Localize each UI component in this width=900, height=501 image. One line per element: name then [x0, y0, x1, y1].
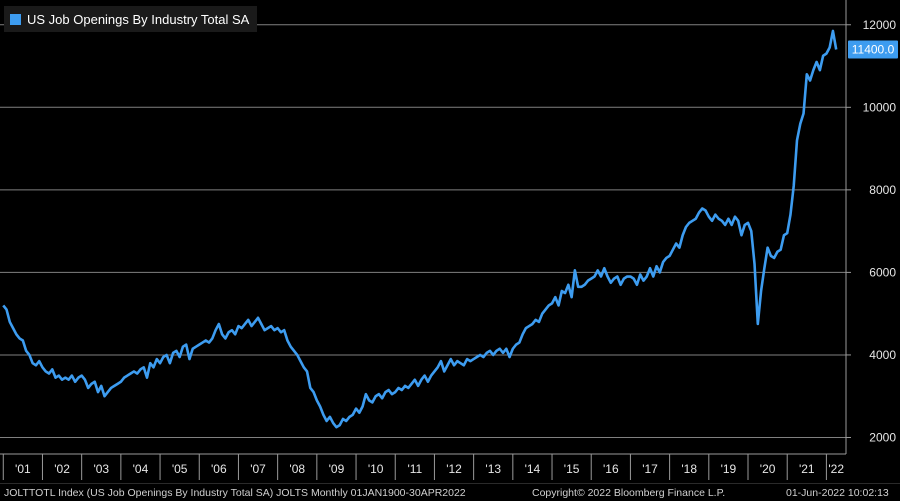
x-tick-label: '12 [446, 462, 462, 476]
x-tick-label: '11 [407, 462, 422, 476]
x-tick-label: '02 [54, 462, 70, 476]
y-tick-label: 12000 [863, 18, 897, 32]
footer-timestamp: 01-Jun-2022 10:02:13 [786, 487, 889, 499]
x-tick-label: '22 [828, 462, 844, 476]
y-tick-label: 2000 [869, 430, 896, 444]
x-tick-label: '06 [211, 462, 227, 476]
x-tick-label: '16 [603, 462, 619, 476]
y-tick-label: 10000 [863, 100, 897, 114]
plot-background [0, 0, 900, 483]
series-layer [2, 29, 838, 429]
x-axis-ticks: '01 '02 '03 '04 '05 '06 '07 '08 '09 '10 '11 '12 '13 '… [2, 454, 844, 480]
x-tick-label: '13 [485, 462, 501, 476]
y-tick-label: 6000 [869, 265, 896, 279]
x-tick-label: '14 [525, 462, 541, 476]
x-tick-label: '04 [133, 462, 149, 476]
legend-label: US Job Openings By Industry Total SA [27, 11, 250, 27]
y-tick-label: 8000 [869, 183, 896, 197]
x-tick-label: '15 [564, 462, 580, 476]
x-tick-label: '17 [642, 462, 658, 476]
x-tick-label: '08 [289, 462, 305, 476]
x-tick-label: '01 [15, 462, 31, 476]
series-line [2, 29, 838, 429]
x-tick-label: '10 [368, 462, 384, 476]
x-tick-label: '18 [681, 462, 697, 476]
footer-source-info: JOLTTOTL Index (US Job Openings By Indus… [4, 487, 466, 499]
legend: US Job Openings By Industry Total SA [4, 6, 258, 32]
footer-bar: JOLTTOTL Index (US Job Openings By Indus… [0, 483, 900, 501]
x-tick-label: '05 [172, 462, 188, 476]
x-tick-label: '07 [250, 462, 266, 476]
x-tick-label: '19 [721, 462, 737, 476]
last-value-label: 11400.0 [852, 43, 895, 57]
last-value-badge-box [848, 40, 898, 59]
footer-copyright: Copyright© 2022 Bloomberg Finance L.P. [532, 487, 726, 499]
y-tick-label: 4000 [869, 348, 896, 362]
legend-swatch [10, 13, 21, 25]
last-value-badge: 11400.0 [848, 40, 898, 59]
y-axis-ticks: 2000 4000 6000 8000 10000 12000 [846, 18, 897, 444]
x-tick-label: '09 [329, 462, 345, 476]
x-tick-label: '03 [93, 462, 109, 476]
x-tick-label: '20 [760, 462, 776, 476]
x-tick-label: '21 [799, 462, 815, 476]
